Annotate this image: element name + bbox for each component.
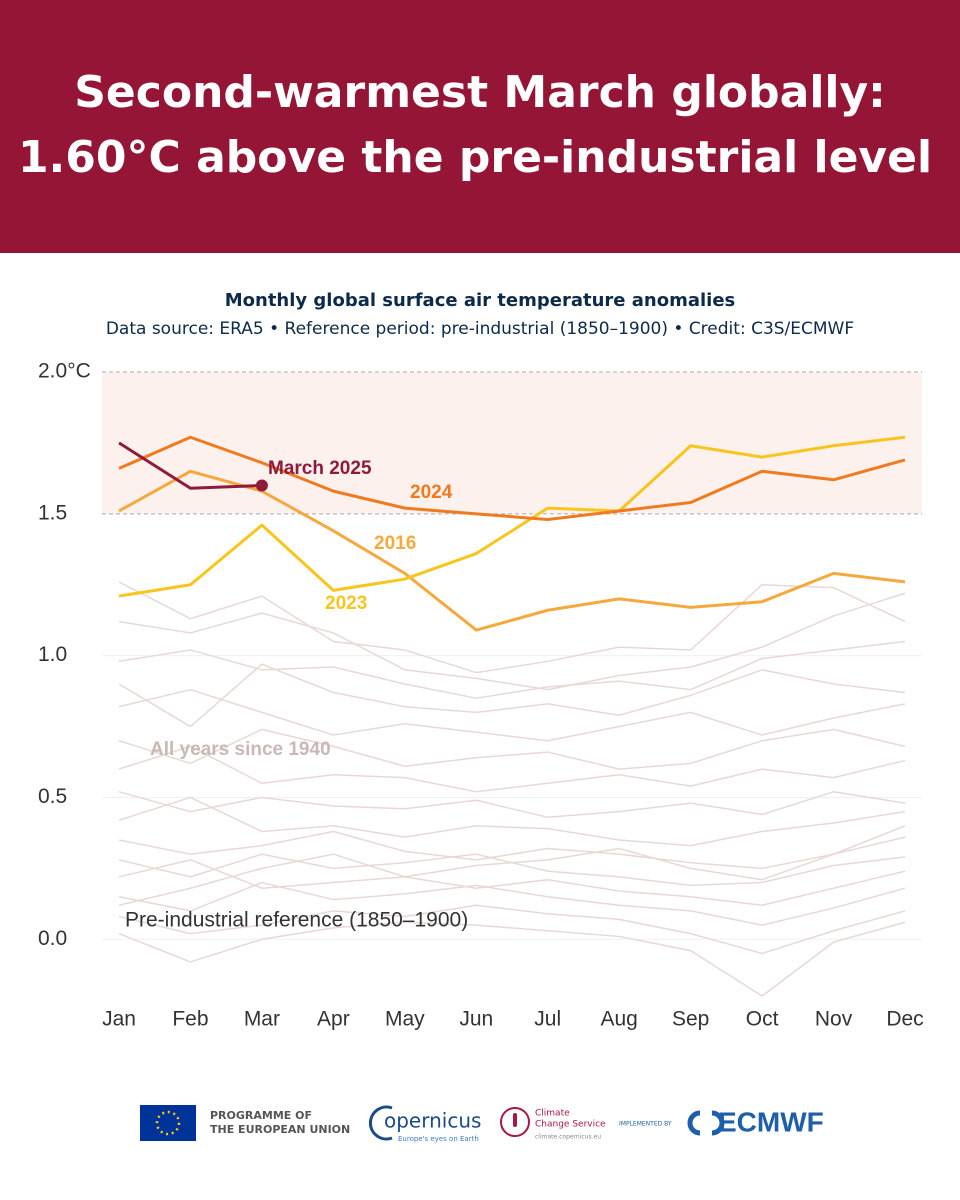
- eu-flag: [140, 1105, 196, 1141]
- background-line: [118, 859, 906, 906]
- background-line: [118, 592, 906, 691]
- background-line: [118, 663, 906, 728]
- x-tick-label: Sep: [672, 1008, 709, 1031]
- copernicus-c: [369, 1105, 393, 1141]
- implemented-text: IMPLEMENTED BY: [619, 1121, 672, 1128]
- background-line: [118, 921, 906, 997]
- c3s-url: climate.copernicus.eu: [535, 1134, 601, 1141]
- title-line: 1.60°C above the pre-industrial level: [18, 132, 932, 183]
- c3s-thermometer: [513, 1113, 517, 1127]
- reference-label: Pre-industrial reference (1850–1900): [125, 909, 468, 932]
- eu-text: PROGRAMME OF: [210, 1109, 312, 1122]
- background-line: [118, 728, 906, 770]
- background-line: [118, 640, 906, 699]
- x-tick-label: Apr: [317, 1008, 350, 1031]
- series-label: 2023: [325, 593, 367, 614]
- background-line: [118, 796, 906, 847]
- highlight-band: [102, 372, 922, 514]
- footer: PROGRAMME OF THE EUROPEAN UNION opernicu…: [140, 1105, 824, 1143]
- c3s-icon: [500, 1107, 530, 1137]
- series-label: 2016: [374, 533, 416, 554]
- series-line: [118, 469, 906, 632]
- x-tick-label: Oct: [746, 1008, 779, 1031]
- x-tick-label: Jan: [102, 1008, 136, 1031]
- background-line: [118, 825, 906, 906]
- y-tick-label: 0.5: [38, 785, 67, 808]
- x-tick-label: Feb: [172, 1008, 208, 1031]
- background-line: [118, 581, 906, 674]
- y-tick-label: 0.0: [38, 927, 67, 950]
- series-line: [118, 441, 262, 490]
- background-line: [118, 791, 906, 819]
- x-tick-label: Mar: [244, 1008, 280, 1031]
- eu-text: THE EUROPEAN UNION: [210, 1123, 350, 1136]
- background-line: [118, 881, 906, 926]
- x-tick-label: Dec: [886, 1008, 923, 1031]
- background-line: [118, 904, 906, 955]
- series-label: March 2025: [268, 458, 372, 479]
- title-line: Second-warmest March globally:: [74, 67, 886, 118]
- background-line: [118, 853, 906, 887]
- x-tick-label: May: [385, 1008, 425, 1031]
- x-tick-label: Jun: [459, 1008, 493, 1031]
- chart-title: Monthly global surface air temperature a…: [225, 290, 736, 311]
- c3s-text: Climate: [535, 1109, 570, 1119]
- eu-stars: [155, 1110, 181, 1136]
- background-line: [118, 688, 906, 742]
- chart-subtitle: Data source: ERA5 • Reference period: pr…: [106, 319, 854, 339]
- y-tick-label: 2.0°C: [38, 360, 91, 383]
- y-tick-label: 1.5: [38, 501, 67, 524]
- copernicus-tag: Europe's eyes on Earth: [398, 1135, 479, 1143]
- end-dot: [255, 479, 268, 492]
- background-label: All years since 1940: [150, 739, 331, 760]
- ecmwf-logo: [687, 1110, 725, 1136]
- ecmwf-text: ECMWF: [718, 1106, 824, 1137]
- series-line: [118, 435, 906, 521]
- background-line: [118, 745, 906, 793]
- background-line: [118, 830, 906, 870]
- x-tick-label: Jul: [534, 1008, 561, 1031]
- x-tick-label: Aug: [600, 1008, 637, 1031]
- plot: 2.0°C 1.5 1.0 0.5 0.0 2016 2023 2024 March 2025 A…: [38, 360, 924, 1031]
- header-band: [0, 0, 960, 253]
- series-line: [118, 435, 906, 598]
- y-tick-label: 1.0: [38, 643, 67, 666]
- c3s-text: Change Service: [535, 1120, 606, 1130]
- copernicus-text: opernicus: [384, 1109, 481, 1133]
- series-label: 2024: [410, 482, 453, 503]
- x-tick-label: Nov: [815, 1008, 853, 1031]
